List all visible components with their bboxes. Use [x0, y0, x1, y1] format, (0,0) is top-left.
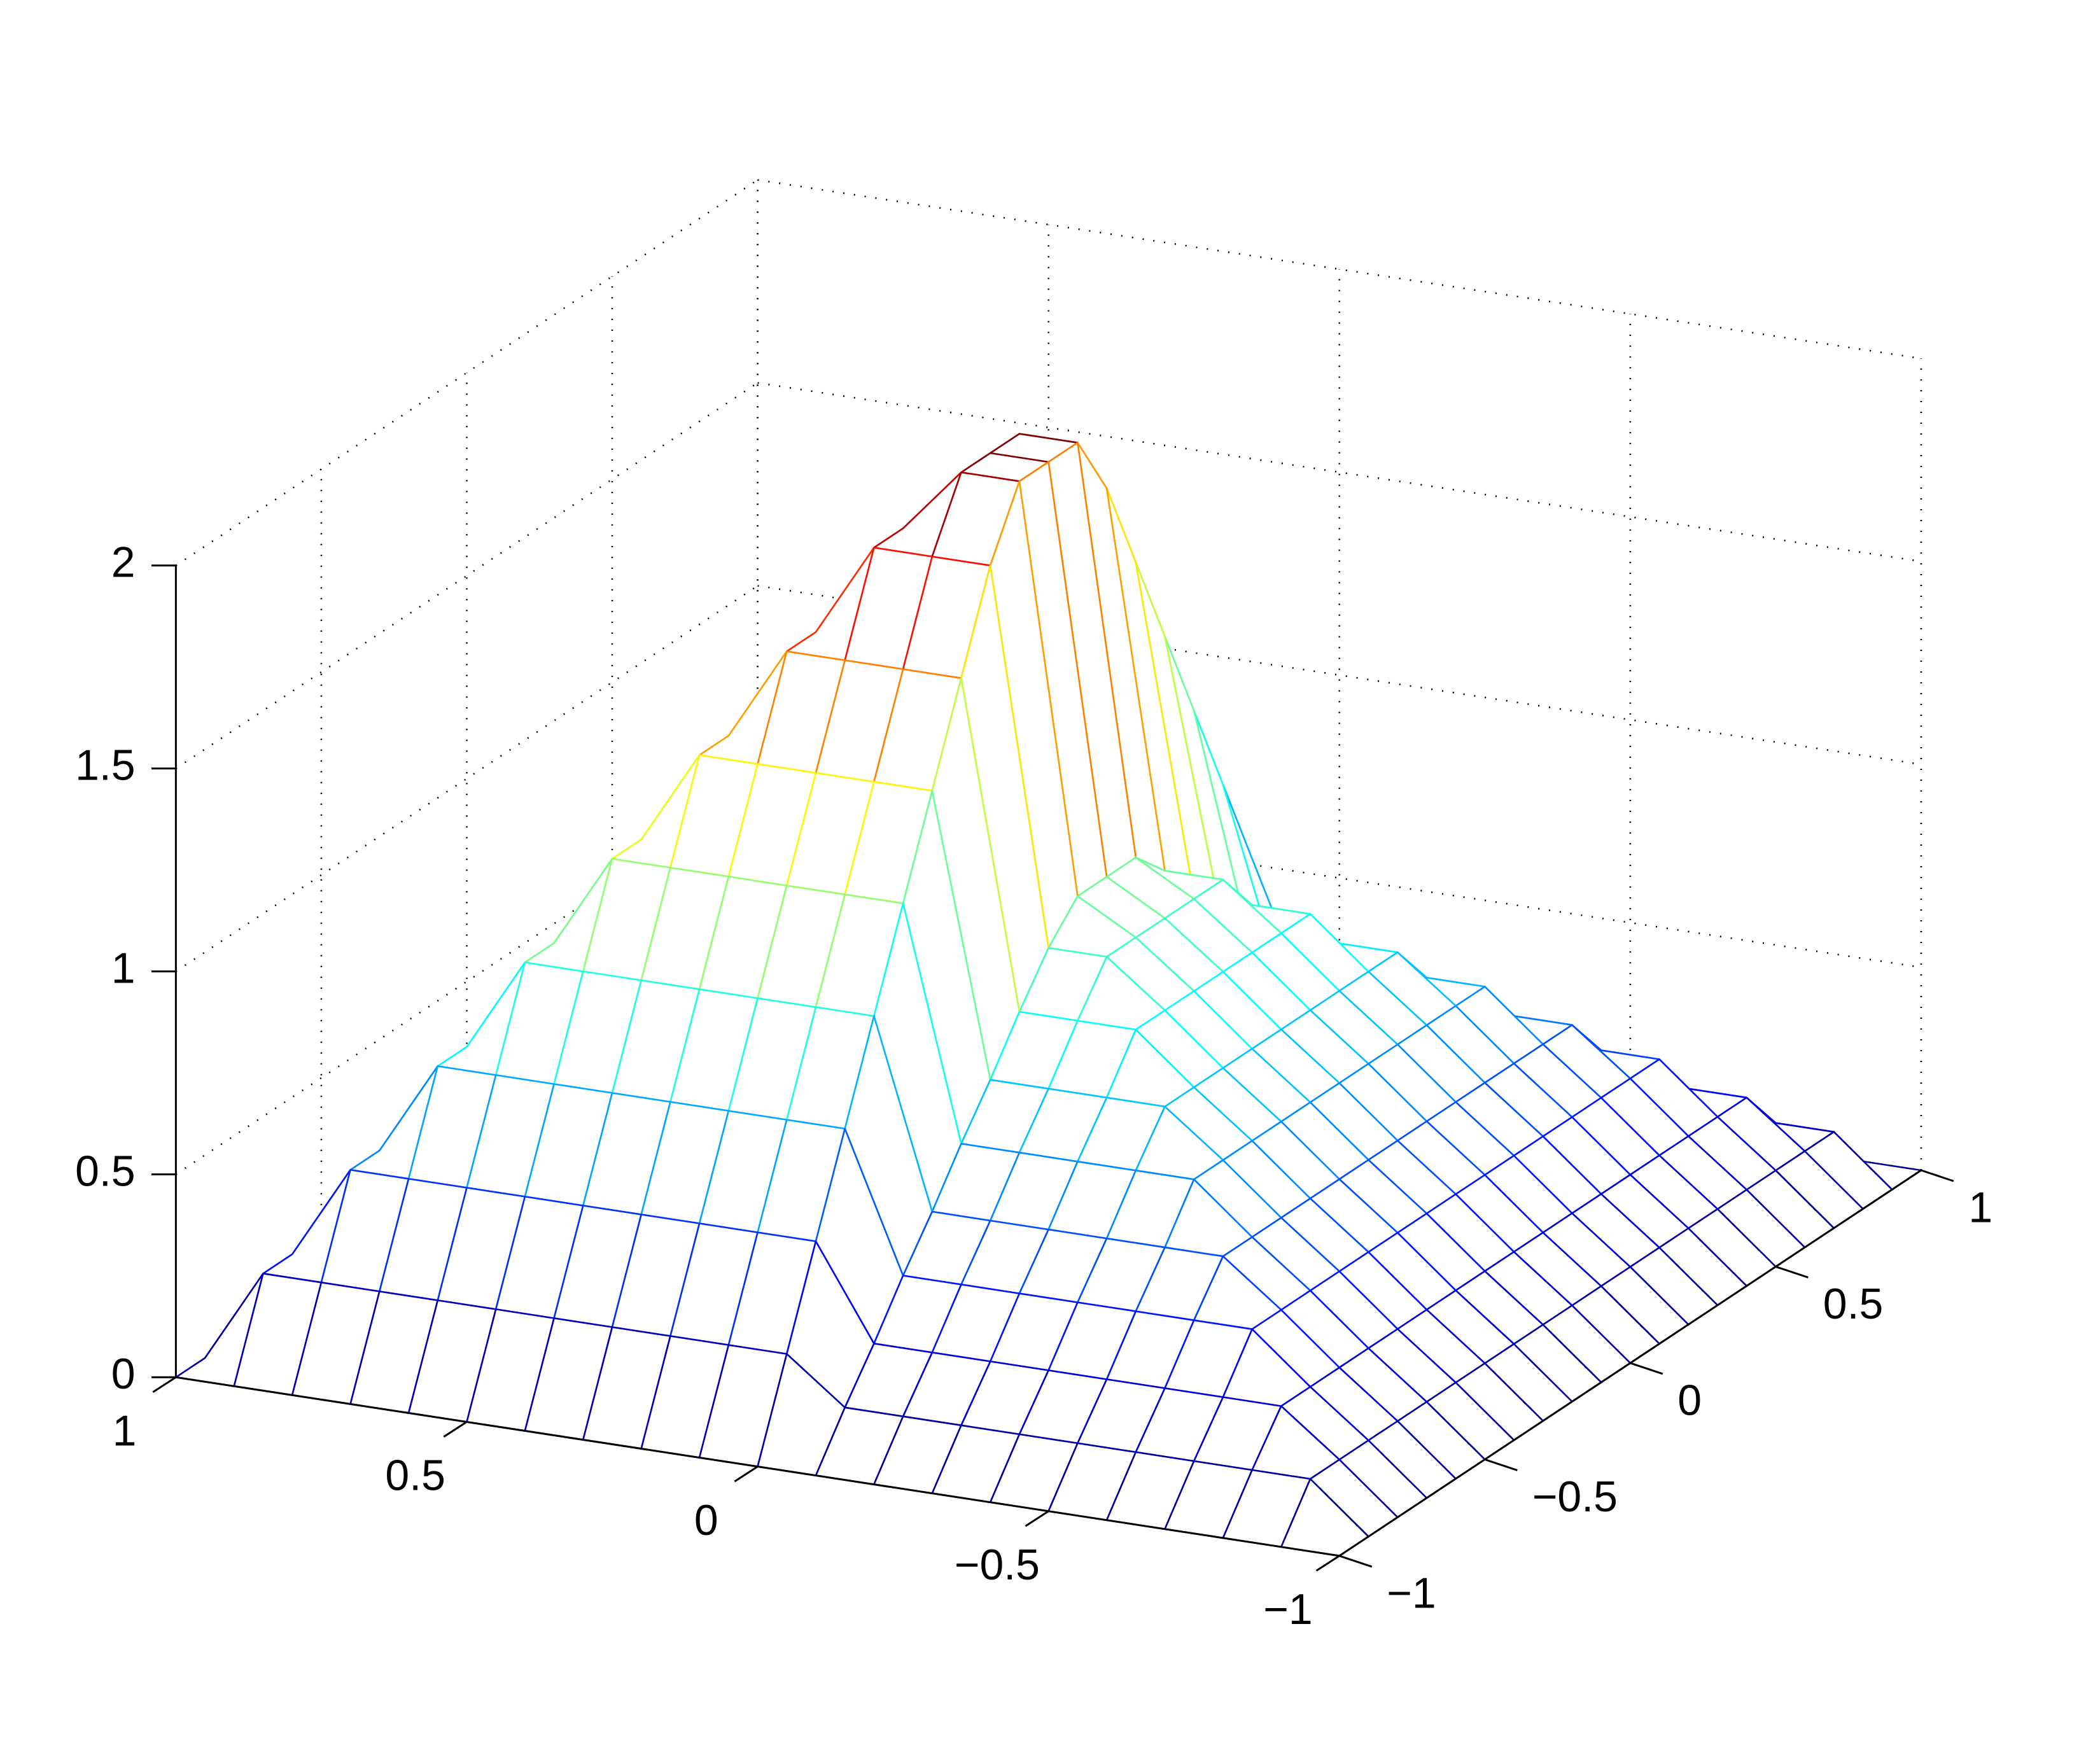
y-tick-label: −0.5: [1532, 1473, 1618, 1521]
y-tick: [1339, 1555, 1373, 1568]
y-tick: [1484, 1458, 1518, 1471]
y-tick: [1921, 1169, 1954, 1182]
y-tick-label: −1: [1387, 1569, 1436, 1618]
x-tick-label: −0.5: [955, 1541, 1040, 1589]
x-tick: [734, 1466, 759, 1483]
y-tick: [1630, 1362, 1663, 1375]
x-tick-label: 0: [694, 1496, 718, 1544]
x-tick: [152, 1376, 177, 1393]
y-axis: [1338, 1169, 1922, 1557]
z-tick-label: 2: [111, 538, 136, 587]
x-tick-label: 0.5: [385, 1452, 445, 1500]
y-tick: [1775, 1266, 1809, 1278]
grid-line: [175, 382, 759, 769]
y-tick-label: 0.5: [1823, 1280, 1884, 1328]
y-tick-label: 0: [1677, 1376, 1702, 1425]
z-tick-label: 0: [111, 1350, 136, 1398]
x-tick: [1315, 1555, 1340, 1572]
x-tick-label: 1: [113, 1407, 137, 1455]
z-tick-label: 1: [111, 944, 136, 992]
z-tick-label: 1.5: [75, 741, 136, 790]
x-tick: [443, 1421, 468, 1438]
y-tick-label: 1: [1968, 1184, 1992, 1232]
x-tick-label: −1: [1263, 1585, 1313, 1634]
z-tick-label: 0.5: [75, 1147, 136, 1195]
x-tick: [1025, 1510, 1049, 1527]
